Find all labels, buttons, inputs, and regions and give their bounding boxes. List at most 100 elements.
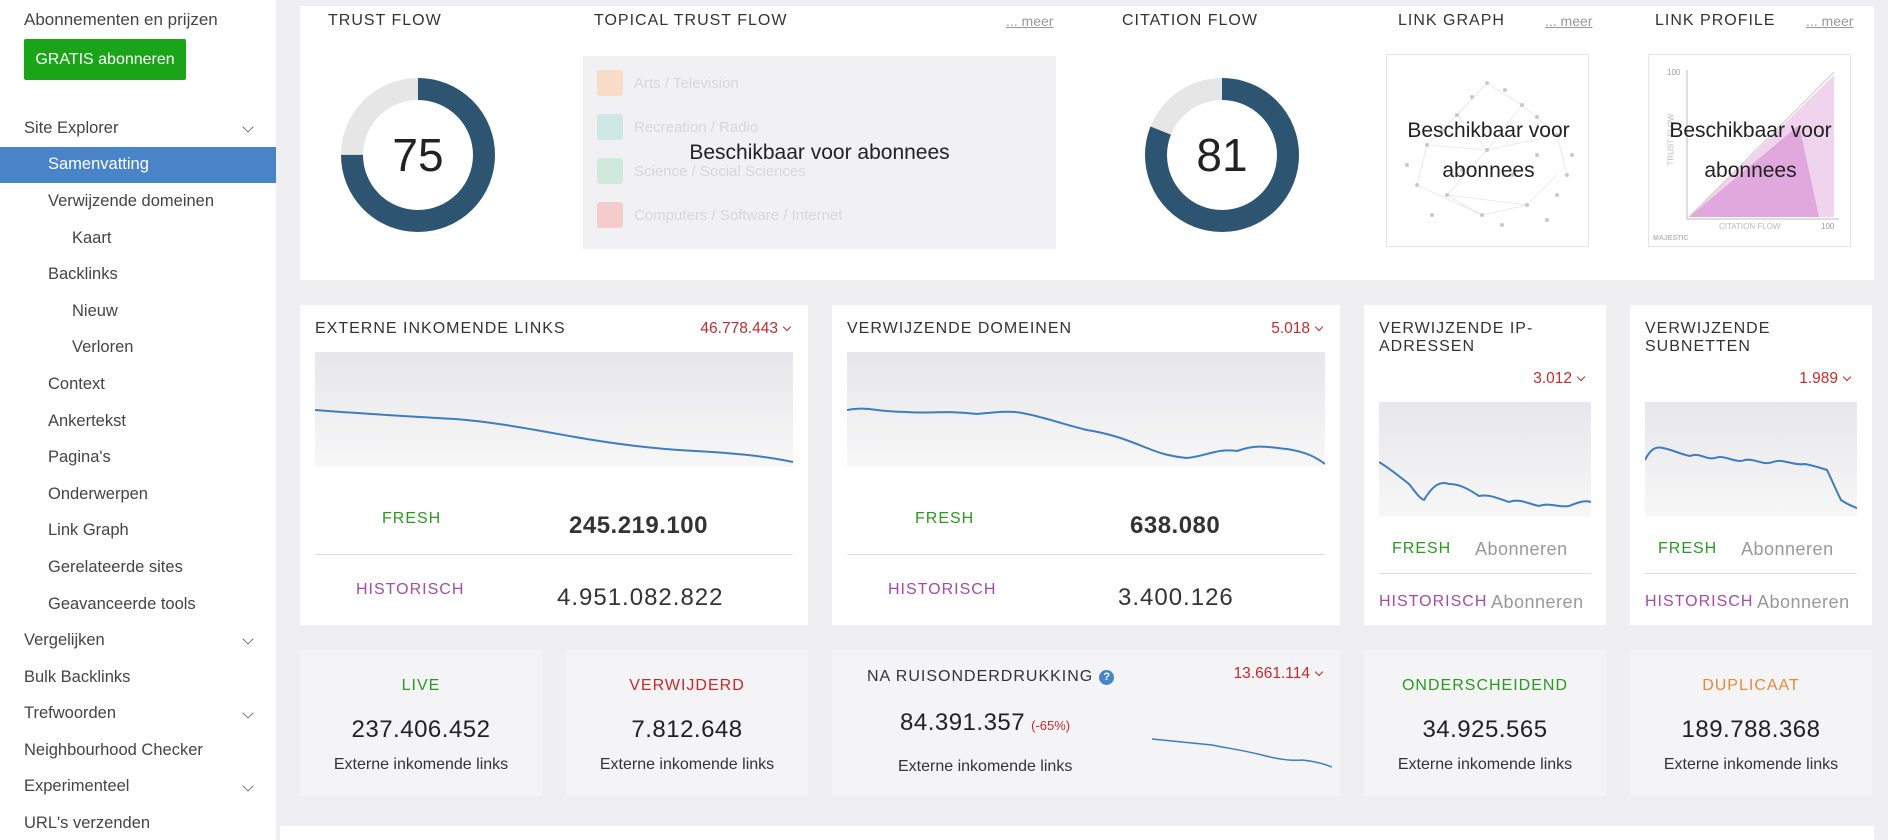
pricing-link[interactable]: Abonnementen en prijzen [24,10,218,29]
noise-title-text: NA RUISONDERDRUKKING [867,668,1094,685]
sidebar-item-kaart[interactable]: Kaart [0,220,276,257]
distinct-title: ONDERSCHEIDEND [1401,677,1568,694]
sidebar-item-experimenteel[interactable]: Experimenteel [0,769,276,806]
sidebar-item-link-graph[interactable]: Link Graph [0,513,276,550]
count-value: 13.661.114 [1233,665,1310,682]
citation-flow-title: CITATION FLOW [1122,12,1258,29]
historic-value: 4.951.082.822 [557,584,724,611]
count-value: 46.778.443 [700,320,778,337]
topic-swatch [597,202,623,228]
sidebar-item-nieuw[interactable]: Nieuw [0,293,276,330]
chevron-down-icon [242,780,254,792]
external-links-title: EXTERNE INKOMENDE LINKS [315,320,566,337]
referring-ips-title-line-2: ADRESSEN [1379,338,1476,355]
fresh-label: FRESH [1392,540,1452,557]
sidebar-item-gerelateerde-sites[interactable]: Gerelateerde sites [0,549,276,586]
trust-flow-donut [341,78,495,232]
noise-value: 84.391.357 [900,709,1026,736]
link-profile-preview: 100 TRUST FLOW CITATION FLOW 100 MAJESTI… [1648,54,1851,247]
duplicate-subtitle: Externe inkomende links [1663,756,1839,773]
sidebar-item-context[interactable]: Context [0,366,276,403]
external-links-count[interactable]: 46.778.443 [700,320,792,338]
x-axis-tick-100: 100 [1821,222,1835,231]
distinct-subtitle: Externe inkomende links [1397,756,1573,773]
referring-domains-card: VERWIJZENDE DOMEINEN 5.018 FRESH 638.080… [832,305,1340,625]
topic-row: Arts / Television [597,70,739,96]
link-graph-network-image [1405,81,1574,227]
referring-ips-count[interactable]: 3.012 [1533,370,1586,388]
topic-swatch [597,70,623,96]
sidebar-item-samenvatting[interactable]: Samenvatting [0,146,276,184]
fresh-subscribe-link[interactable]: Abonneren [1475,539,1568,559]
historic-label: HISTORISCH [356,581,465,598]
count-value: 5.018 [1271,320,1310,337]
referring-ips-trend-line [1379,461,1591,508]
link-profile-more-link[interactable]: ... meer [1806,13,1854,29]
sidebar-item-site-explorer[interactable]: Site Explorer [0,110,276,147]
duplicate-links-card: DUPLICAAT 189.788.368 Externe inkomende … [1630,650,1872,796]
divider [1645,573,1857,574]
x-axis-label: CITATION FLOW [1719,222,1781,231]
fresh-value: 638.080 [1130,512,1221,539]
live-subtitle: Externe inkomende links [333,756,509,773]
noise-count[interactable]: 13.661.114 [1233,665,1324,683]
historic-label: HISTORISCH [1379,593,1488,610]
referring-domains-count[interactable]: 5.018 [1271,320,1324,338]
sidebar-item-ankertekst[interactable]: Ankertekst [0,403,276,440]
duplicate-value: 189.788.368 [1681,716,1821,743]
referring-ips-card: VERWIJZENDE IP- ADRESSEN 3.012 FRESH Abo… [1364,305,1606,625]
referring-domains-trend-line [847,407,1325,465]
sidebar-item-urls-verzenden[interactable]: URL's verzenden [0,805,276,840]
removed-links-card: VERWIJDERD 7.812.648 Externe inkomende l… [566,650,808,796]
topic-label: Computers / Software / Internet [634,206,843,224]
link-profile-title: LINK PROFILE [1655,12,1776,29]
sidebar-item-neighbourhood-checker[interactable]: Neighbourhood Checker [0,732,276,769]
trust-flow-value: 75 [392,129,444,181]
topic-label: Science / Social Sciences [634,162,806,180]
divider [1379,573,1591,574]
referring-subnets-count[interactable]: 1.989 [1799,370,1852,388]
help-icon[interactable]: ? [1099,670,1115,685]
sidebar-item-geavanceerde-tools[interactable]: Geavanceerde tools [0,586,276,623]
subscriber-overlay-line-2: abonnees [1704,159,1797,182]
majestic-brand: MAJESTIC [1653,235,1689,242]
historic-subscribe-link[interactable]: Abonneren [1491,592,1584,612]
sidebar-item-label: Samenvatting [48,155,149,174]
sidebar-item-label: Experimenteel [24,777,130,796]
flow-metrics-card [300,6,1874,280]
topic-label: Arts / Television [634,74,739,92]
sidebar: Abonnementen en prijzen GRATIS abonneren… [0,0,276,840]
historic-subscribe-link[interactable]: Abonneren [1757,592,1850,612]
historic-label: HISTORISCH [1645,593,1754,610]
referring-ips-chart [1379,402,1591,517]
referring-domains-title: VERWIJZENDE DOMEINEN [847,320,1073,337]
link-graph-more-link[interactable]: ... meer [1545,13,1593,29]
y-axis-tick-100: 100 [1667,68,1681,77]
sidebar-item-label: Kaart [72,228,112,247]
external-links-trend-line [315,409,793,463]
sidebar-item-label: Context [48,374,105,393]
sidebar-nav: Site Explorer Samenvatting Verwijzende d… [0,110,276,840]
noise-title: NA RUISONDERDRUKKING? [867,668,1115,686]
distinct-value: 34.925.565 [1422,716,1548,743]
historic-value: 3.400.126 [1118,584,1234,611]
subscriber-overlay: Beschikbaar voor abonnees [689,141,950,164]
topic-row: Computers / Software / Internet [597,202,842,228]
divider [847,554,1325,555]
sidebar-item-trefwoorden[interactable]: Trefwoorden [0,696,276,733]
sidebar-item-label: Neighbourhood Checker [24,740,203,759]
fresh-subscribe-link[interactable]: Abonneren [1741,539,1834,559]
topical-more-link[interactable]: ... meer [1006,13,1054,29]
sidebar-item-paginas[interactable]: Pagina's [0,439,276,476]
free-subscribe-button[interactable]: GRATIS abonneren [24,39,186,80]
topical-trust-flow-title: TOPICAL TRUST FLOW [594,12,788,29]
sidebar-item-backlinks[interactable]: Backlinks [0,256,276,293]
sidebar-item-label: Trefwoorden [24,704,117,723]
sidebar-item-label: Backlinks [48,265,118,284]
sidebar-item-verwijzende-domeinen[interactable]: Verwijzende domeinen [0,183,276,220]
sidebar-item-onderwerpen[interactable]: Onderwerpen [0,476,276,513]
sidebar-item-verloren[interactable]: Verloren [0,330,276,367]
scatter-cloud-dense [1689,125,1819,217]
sidebar-item-vergelijken[interactable]: Vergelijken [0,622,276,659]
sidebar-item-bulk-backlinks[interactable]: Bulk Backlinks [0,659,276,696]
